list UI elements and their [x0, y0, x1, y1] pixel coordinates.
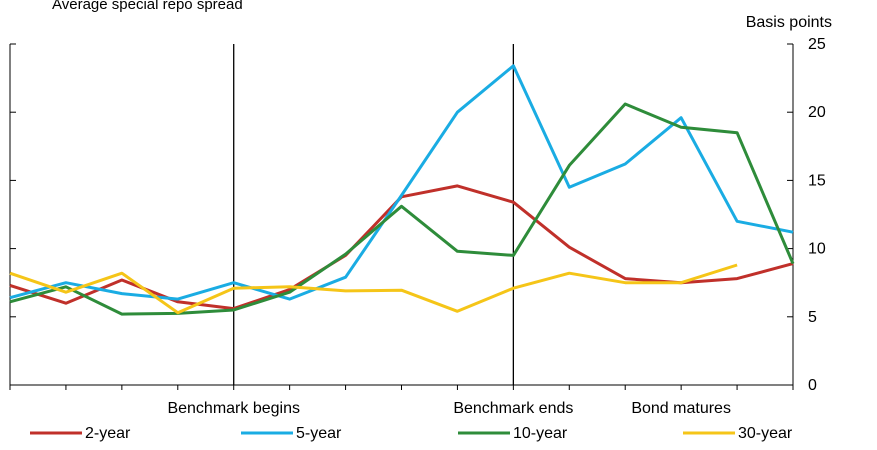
- series-line-10-year: [9, 102, 795, 316]
- y-tick-label: 25: [808, 36, 826, 53]
- legend-label: 2-year: [85, 425, 131, 442]
- y-axis-label: Basis points: [746, 14, 832, 31]
- series-line-30-year: [9, 263, 738, 315]
- legend: 2-year 5-year 10-year 30-year: [30, 425, 793, 442]
- plot-area: 0 5 10 15 20 25 Benchmark begins Benchmark ends…: [9, 36, 826, 417]
- legend-label: 30-year: [738, 425, 793, 442]
- y-tick-label: 20: [808, 104, 826, 121]
- legend-label: 10-year: [513, 425, 568, 442]
- y-tick-label: 5: [808, 309, 817, 326]
- y-tick-label: 0: [808, 377, 817, 394]
- event-label: Benchmark begins: [167, 400, 300, 417]
- series-line-5-year: [9, 64, 794, 301]
- y-tick-label: 10: [808, 241, 826, 258]
- event-label: Bond matures: [631, 400, 731, 417]
- y-tick-label: 15: [808, 172, 826, 189]
- chart-title: Average special repo spread: [52, 0, 243, 13]
- event-label: Benchmark ends: [453, 400, 573, 417]
- legend-label: 5-year: [296, 425, 342, 442]
